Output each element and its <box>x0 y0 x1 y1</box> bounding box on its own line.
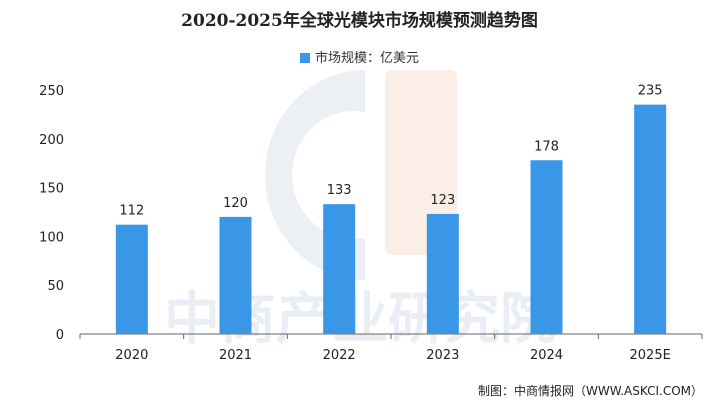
data-label: 112 <box>119 204 144 219</box>
x-tick-label: 2025E <box>630 348 671 363</box>
y-tick-label: 250 <box>39 84 64 99</box>
bar-2020 <box>115 224 148 334</box>
chart-legend: 市场规模：亿美元 <box>0 47 719 66</box>
bar-2025e <box>634 104 667 334</box>
x-tick-label: 2021 <box>219 348 252 363</box>
data-label: 178 <box>534 139 559 154</box>
watermark-block <box>385 70 457 255</box>
y-tick-label: 50 <box>47 279 64 294</box>
chart-title: 2020-2025年全球光模块市场规模预测趋势图 <box>181 11 538 31</box>
bar-2024 <box>530 160 563 334</box>
x-tick-label: 2023 <box>426 348 459 363</box>
data-label: 120 <box>223 196 248 211</box>
data-label: 133 <box>327 183 352 198</box>
data-label: 123 <box>430 193 455 208</box>
chart-source: 制图：中商情报网（WWW.ASKCI.COM） <box>478 384 703 398</box>
y-tick-label: 0 <box>56 328 64 343</box>
data-label: 235 <box>638 84 663 99</box>
y-tick-label: 200 <box>39 133 64 148</box>
bar-2021 <box>219 216 252 334</box>
x-tick-label: 2022 <box>323 348 356 363</box>
bar-2022 <box>323 204 356 334</box>
watermark-ring <box>265 70 365 280</box>
legend-label: 市场规模：亿美元 <box>314 51 419 66</box>
x-tick-label: 2020 <box>115 348 148 363</box>
bar-2023 <box>426 213 459 334</box>
x-tick-label: 2024 <box>530 348 563 363</box>
y-tick-label: 150 <box>39 182 64 197</box>
legend-swatch <box>299 52 310 63</box>
y-tick-label: 100 <box>39 230 64 245</box>
